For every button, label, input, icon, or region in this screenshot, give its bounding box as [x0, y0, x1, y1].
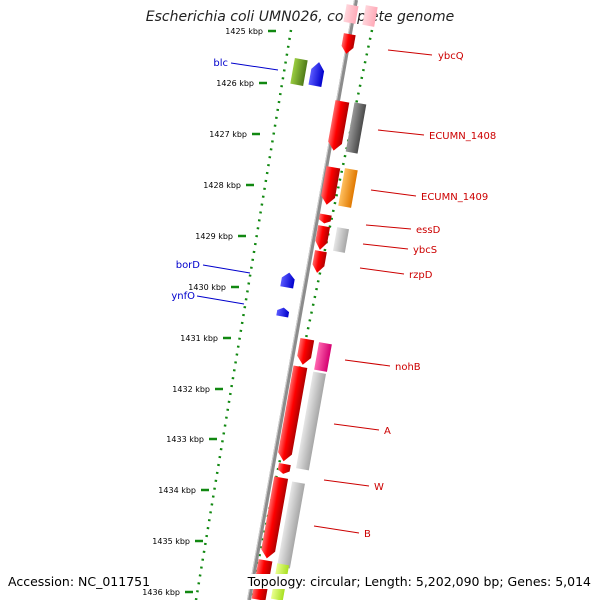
- genome-backbone-highlight: [247, 0, 355, 600]
- tick-label: 1427 kbp: [209, 130, 247, 139]
- gene-label[interactable]: ECUMN_1409: [421, 192, 488, 203]
- gene-box-gray: [332, 227, 350, 253]
- tick-label: 1430 kbp: [188, 283, 226, 292]
- gene-label[interactable]: ECUMN_1408: [429, 131, 496, 142]
- feature-layer: [251, 4, 378, 600]
- gene-label[interactable]: rzpD: [409, 270, 433, 281]
- topology-text: Topology: circular; Length: 5,202,090 bp…: [247, 574, 591, 589]
- forward-gene-arrow: [277, 463, 291, 474]
- gene-leader-line: [370, 189, 417, 197]
- gene-label[interactable]: essD: [416, 225, 441, 236]
- gene-box-gray: [296, 371, 326, 471]
- gene-leader-line: [387, 49, 433, 56]
- forward-gene-arrow: [315, 225, 331, 250]
- left-dotted-guide: [194, 29, 293, 600]
- gene-leader-line: [313, 525, 360, 534]
- gene-leader-line: [333, 423, 380, 431]
- forward-gene-arrow: [341, 33, 356, 54]
- gene-label[interactable]: B: [364, 529, 371, 540]
- forward-gene-arrow: [318, 213, 332, 224]
- tick-label: 1433 kbp: [166, 435, 204, 444]
- tick-label: 1426 kbp: [216, 79, 254, 88]
- genome-backbone: [247, 0, 358, 600]
- gene-box-dark: [345, 102, 367, 154]
- reverse-gene-arrow: [308, 62, 325, 87]
- gene-label[interactable]: ynfO: [171, 291, 195, 302]
- forward-gene-arrow: [312, 250, 327, 273]
- reverse-gene-arrow: [276, 307, 290, 318]
- tick-label: 1435 kbp: [152, 537, 190, 546]
- gene-leader-line: [359, 267, 405, 275]
- tick-label: 1432 kbp: [172, 385, 210, 394]
- tick-layer: 1425 kbp 1426 kbp 1427 kbp 1428 kbp 1429 kbp…: [142, 27, 276, 597]
- accession-text: Accession: NC_011751: [8, 574, 151, 589]
- gene-leader-line: [362, 243, 409, 250]
- forward-gene-arrow: [328, 100, 350, 151]
- tick-label: 1429 kbp: [195, 232, 233, 241]
- gene-box-orange: [338, 168, 358, 208]
- gene-label[interactable]: nohB: [395, 362, 421, 373]
- gene-leader-line: [323, 479, 370, 487]
- gene-label[interactable]: blc: [213, 58, 228, 69]
- gene-box-olive: [290, 58, 308, 86]
- tick-label: 1436 kbp: [142, 588, 180, 597]
- gene-leader-line: [344, 359, 391, 367]
- reverse-gene-arrow: [280, 272, 295, 289]
- feature-box: [362, 5, 378, 27]
- gene-box-gray: [277, 481, 305, 569]
- gene-label[interactable]: ybcS: [413, 245, 437, 256]
- tick-label: 1434 kbp: [158, 486, 196, 495]
- gene-label[interactable]: borD: [176, 260, 201, 271]
- tick-label: 1425 kbp: [225, 27, 263, 36]
- gene-leader-line: [202, 264, 251, 274]
- gene-label[interactable]: A: [384, 426, 391, 437]
- gene-box-magenta: [314, 342, 332, 372]
- gene-leader-line: [365, 224, 412, 230]
- forward-gene-arrow: [278, 365, 308, 462]
- forward-gene-arrow: [321, 166, 341, 205]
- gene-leader-line: [230, 62, 279, 71]
- forward-gene-arrow: [261, 476, 289, 559]
- tick-label: 1428 kbp: [203, 181, 241, 190]
- forward-gene-arrow: [297, 337, 315, 365]
- gene-leader-line: [377, 129, 425, 136]
- feature-box: [343, 4, 359, 24]
- gene-label[interactable]: ybcQ: [438, 51, 464, 62]
- gene-label-layer: blc ybcQ ECUMN_1408 ECUMN_1409 essD ybcS rzpD b…: [171, 49, 496, 540]
- map-title: Escherichia coli UMN026, complete genome: [145, 9, 455, 25]
- gene-label[interactable]: W: [374, 482, 384, 493]
- tick-label: 1431 kbp: [180, 334, 218, 343]
- gene-leader-line: [196, 295, 245, 305]
